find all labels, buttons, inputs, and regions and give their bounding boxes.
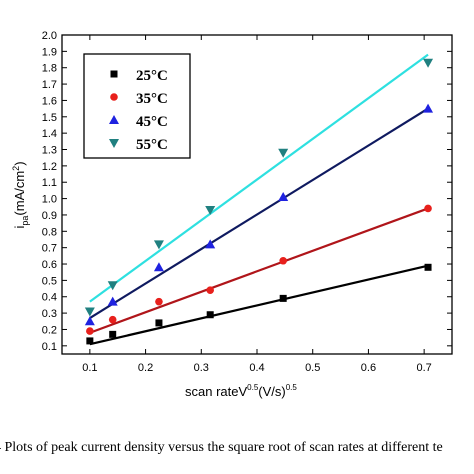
data-points — [84, 58, 434, 345]
data-point — [153, 240, 164, 250]
data-point — [424, 204, 432, 213]
y-axis-label: ipa(mA/cm2) — [11, 161, 30, 228]
data-point — [278, 191, 289, 201]
legend-label: 45°C — [136, 114, 168, 130]
y-tick-label: 1.7 — [42, 79, 57, 91]
fit-line — [89, 264, 429, 346]
x-tick-label: 0.1 — [82, 362, 97, 374]
y-tick-label: 1.3 — [42, 145, 57, 157]
legend: 25°C 35°C 45°C 55°C — [83, 53, 191, 159]
y-tick-label: 0.6 — [42, 259, 57, 271]
y-tick-label: 1.2 — [42, 161, 57, 173]
data-point — [153, 262, 164, 272]
y-tick-label: 1.4 — [42, 128, 57, 140]
data-point — [84, 307, 95, 317]
y-tick-label: 1.0 — [42, 194, 57, 206]
x-tick-label: 0.7 — [416, 362, 431, 374]
data-point — [107, 281, 118, 291]
fit-line — [89, 207, 429, 334]
fit-line — [89, 53, 429, 303]
legend-marker — [110, 70, 118, 78]
data-point — [84, 316, 95, 326]
legend-marker — [109, 115, 119, 124]
plot-frame — [61, 34, 453, 355]
data-point — [279, 256, 287, 265]
data-point — [278, 148, 289, 158]
data-point — [423, 103, 434, 113]
data-point — [206, 311, 214, 319]
y-tick-label: 0.7 — [42, 243, 57, 255]
y-tick-label: 0.4 — [42, 292, 57, 304]
legend-label: 25°C — [136, 68, 168, 84]
y-tick-label: 1.1 — [42, 177, 57, 189]
legend-box — [83, 53, 191, 159]
y-tick-label: 0.9 — [42, 210, 57, 222]
x-tick-label: 0.4 — [249, 362, 264, 374]
data-point — [205, 206, 216, 216]
data-point — [423, 58, 434, 68]
y-tick-label: 0.3 — [42, 308, 57, 320]
legend-marker — [109, 139, 119, 148]
y-tick-label: 1.5 — [42, 112, 57, 124]
y-tick-label: 0.8 — [42, 226, 57, 238]
data-point — [155, 319, 163, 327]
data-point — [155, 297, 163, 306]
x-tick-label: 0.5 — [305, 362, 320, 374]
y-tick-label: 1.9 — [42, 46, 57, 58]
data-point — [86, 337, 94, 345]
x-tick-label: 0.6 — [361, 362, 376, 374]
y-tick-label: 0.1 — [42, 341, 57, 353]
data-point — [206, 286, 214, 295]
legend-marker — [110, 93, 118, 101]
y-tick-label: 0.2 — [42, 324, 57, 336]
y-tick-label: 2.0 — [42, 30, 57, 42]
data-point — [108, 315, 117, 324]
x-tick-labels: 0.1 0.2 0.3 0.4 0.5 0.6 0.7 — [82, 362, 432, 374]
data-point — [279, 294, 287, 302]
y-tick-labels: 0.1 0.2 0.3 0.4 0.5 0.6 0.7 0.8 0.9 1.0 1.1 1.2 1.3 1… — [42, 30, 57, 353]
x-tick-label: 0.3 — [194, 362, 209, 374]
fit-line — [89, 107, 429, 319]
y-tick-label: 1.8 — [42, 63, 57, 75]
x-tick-label: 0.2 — [138, 362, 153, 374]
legend-label: 55°C — [136, 137, 168, 153]
x-axis-label: scan rateV0.5(V/s)0.5 — [185, 383, 297, 399]
data-point — [107, 296, 118, 306]
figure-caption: 4 Plots of peak current density versus t… — [0, 440, 443, 455]
data-point — [109, 330, 117, 338]
y-tick-label: 1.6 — [42, 95, 57, 107]
data-point — [424, 263, 432, 271]
fit-lines — [89, 53, 429, 346]
data-point — [86, 327, 94, 335]
legend-label: 35°C — [136, 91, 168, 107]
y-tick-label: 0.5 — [42, 275, 57, 287]
data-point — [205, 239, 216, 249]
